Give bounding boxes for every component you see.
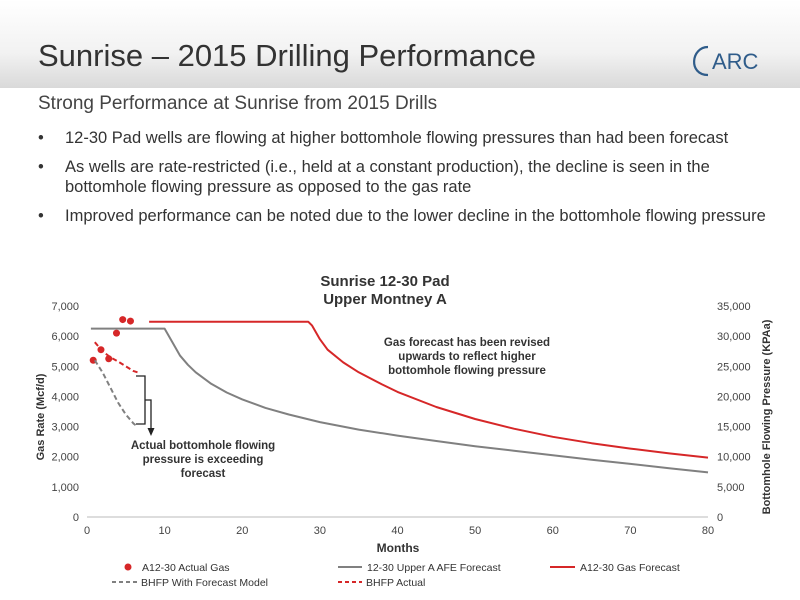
arc-logo: ARC <box>693 45 759 77</box>
y-axis-left-label: Gas Rate (Mcf/d) <box>35 373 47 460</box>
y-left-tick-label: 1,000 <box>51 482 79 494</box>
line-bhfp-with-forecast-model <box>93 359 139 428</box>
header-band: Sunrise – 2015 Drilling Performance ARC <box>0 0 800 88</box>
bullet-list: • 12-30 Pad wells are flowing at higher b… <box>38 128 788 235</box>
gas-rate-pressure-chart: Sunrise 12-30 Pad Upper Montney A 0 1,000… <box>35 273 773 589</box>
slide-subtitle: Strong Performance at Sunrise from 2015 … <box>38 93 438 114</box>
legend-label-afe-forecast: 12-30 Upper A AFE Forecast <box>367 562 501 574</box>
x-axis-label: Months <box>377 541 420 555</box>
y-right-tick-label: 0 <box>717 512 723 524</box>
y-right-tick-label: 5,000 <box>717 482 745 494</box>
legend-label-bhfp-model: BHFP With Forecast Model <box>141 577 268 589</box>
x-tick-label: 0 <box>84 525 90 537</box>
y-axis-left-ticks: 0 1,000 2,000 3,000 4,000 5,000 6,000 7,000 <box>51 301 79 524</box>
chart-title-line-2: Upper Montney A <box>323 291 447 308</box>
x-tick-label: 30 <box>314 525 326 537</box>
bullet-text: 12-30 Pad wells are flowing at higher bo… <box>65 129 729 147</box>
bullet-dot-icon: • <box>38 129 44 147</box>
annotation-gas-forecast-line-1: Gas forecast has been revised <box>384 337 550 349</box>
y-left-tick-label: 5,000 <box>51 361 79 373</box>
x-tick-label: 40 <box>391 525 403 537</box>
x-tick-label: 70 <box>624 525 636 537</box>
x-tick-label: 80 <box>702 525 714 537</box>
point-a12-30-actual-gas <box>126 317 134 325</box>
point-a12-30-actual-gas <box>119 316 127 324</box>
line-a12-30-gas-forecast <box>149 320 709 459</box>
x-axis-ticks: 0 10 20 30 40 50 60 70 80 <box>84 525 714 537</box>
x-tick-label: 10 <box>159 525 171 537</box>
chart-title-line-1: Sunrise 12-30 Pad <box>320 273 449 290</box>
logo-text: ARC <box>712 49 759 74</box>
bullet-item: • As wells are rate-restricted (i.e., hel… <box>38 157 788 197</box>
bullet-dot-icon: • <box>38 207 44 225</box>
bullet-item: • Improved performance can be noted due t… <box>38 206 788 226</box>
annotation-gas-forecast-line-2: upwards to reflect higher <box>398 351 536 363</box>
y-left-tick-label: 6,000 <box>51 331 79 343</box>
annotation-bhfp-line-1: Actual bottomhole flowing <box>131 440 275 452</box>
annotation-bhfp-line-3: forecast <box>181 468 226 480</box>
line-bhfp-actual <box>94 341 138 374</box>
x-tick-label: 20 <box>236 525 248 537</box>
chart-legend: A12-30 Actual Gas 12-30 Upper A AFE Fore… <box>112 562 680 589</box>
annotation-arrow-icon <box>147 428 155 436</box>
bullet-item: • 12-30 Pad wells are flowing at higher b… <box>38 128 788 148</box>
y-left-tick-label: 7,000 <box>51 301 79 313</box>
y-right-tick-label: 15,000 <box>717 422 751 434</box>
x-tick-label: 60 <box>547 525 559 537</box>
y-right-tick-label: 10,000 <box>717 452 751 464</box>
point-a12-30-actual-gas <box>112 329 120 337</box>
y-left-tick-label: 2,000 <box>51 452 79 464</box>
annotation-gas-forecast-line-3: bottomhole flowing pressure <box>388 365 546 377</box>
y-right-tick-label: 30,000 <box>717 331 751 343</box>
bullet-text: Improved performance can be noted due to… <box>65 207 766 225</box>
y-axis-right-ticks: 0 5,000 10,000 15,000 20,000 25,000 30,000 35,0… <box>717 301 751 524</box>
x-tick-label: 50 <box>469 525 481 537</box>
y-right-tick-label: 20,000 <box>717 391 751 403</box>
legend-label-gas-forecast: A12-30 Gas Forecast <box>580 562 680 574</box>
y-right-tick-label: 25,000 <box>717 361 751 373</box>
y-right-tick-label: 35,000 <box>717 301 751 313</box>
bullet-dot-icon: • <box>38 158 44 176</box>
y-left-tick-label: 0 <box>73 512 79 524</box>
legend-label-actual-gas: A12-30 Actual Gas <box>142 562 230 574</box>
annotation-bracket <box>136 375 152 434</box>
slide-title: Sunrise – 2015 Drilling Performance <box>38 38 536 73</box>
y-left-tick-label: 3,000 <box>51 422 79 434</box>
annotation-bhfp-line-2: pressure is exceeding <box>143 454 264 466</box>
legend-label-bhfp-actual: BHFP Actual <box>366 577 425 589</box>
y-left-tick-label: 4,000 <box>51 391 79 403</box>
point-a12-30-actual-gas <box>105 355 113 363</box>
line-12-30-upper-a-afe-forecast <box>90 327 709 474</box>
legend-marker-actual-gas <box>124 563 132 571</box>
y-axis-right-label: Bottomhole Flowing Pressure (KPAa) <box>761 319 773 514</box>
series-layer <box>89 316 709 474</box>
bullet-text: As wells are rate-restricted (i.e., held… <box>65 158 710 196</box>
